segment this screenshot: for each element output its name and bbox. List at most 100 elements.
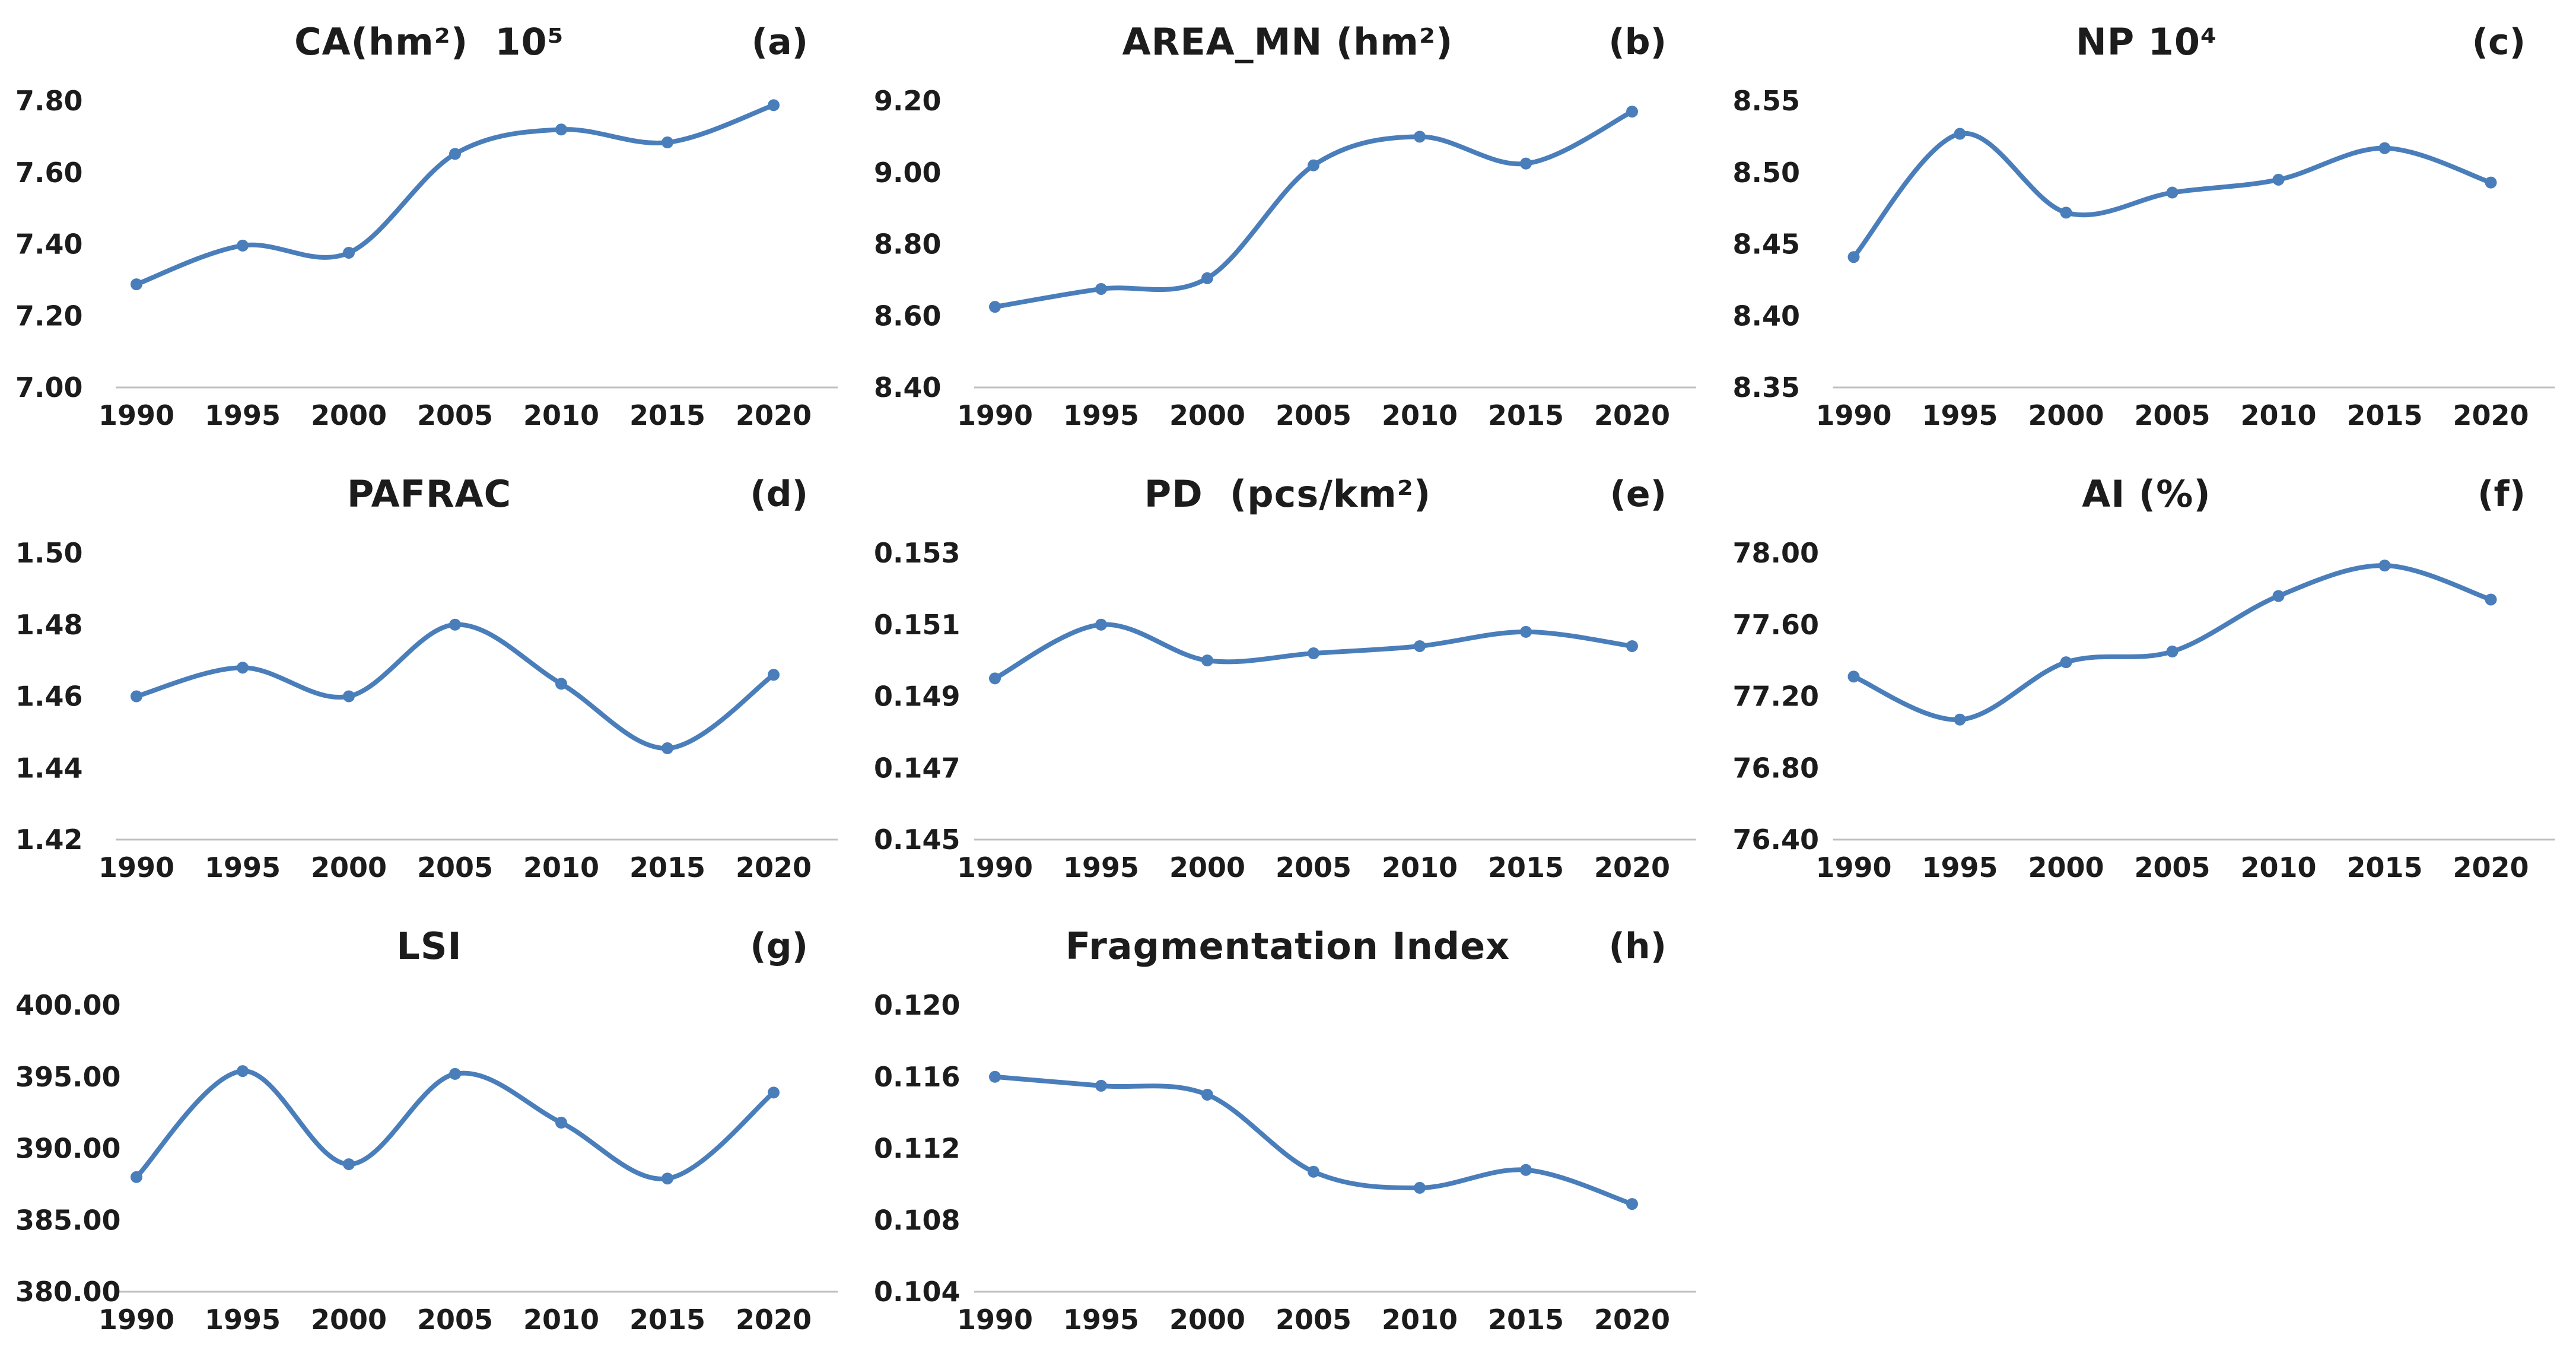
x-tick-label: 2000 [311,399,387,431]
data-point-marker [1847,670,1860,683]
x-tick-label: 2000 [311,1304,387,1336]
data-point-marker [1520,157,1532,170]
x-tick-label: 2000 [2028,851,2104,884]
x-tick-label: 2015 [1488,851,1564,884]
data-point-marker [449,618,461,631]
data-point-marker [2166,186,2179,199]
chart-header: PAFRAC (d) [0,452,858,529]
y-tick-label: 395.00 [15,1061,121,1093]
x-tick-label: 2020 [736,1304,812,1336]
data-point-marker [1095,1079,1107,1092]
data-point-marker [1954,128,1966,140]
x-tick-label: 1995 [1063,851,1139,884]
data-point-marker [343,1158,355,1171]
chart-title: NP 10⁴ [2075,20,2218,63]
data-point-marker [2272,590,2285,602]
y-tick-label: 8.50 [1733,157,1801,189]
y-tick-label: 8.45 [1733,228,1801,260]
data-point-marker [1520,1164,1532,1176]
x-tick-label: 1990 [957,851,1033,884]
y-tick-label: 1.48 [15,609,83,641]
chart-header: CA(hm²) 10⁵ (a) [0,0,858,77]
chart-title: Fragmentation Index [1065,924,1510,968]
data-point-marker [343,246,355,259]
chart-title: AI (%) [2082,472,2211,516]
x-tick-label: 2015 [1488,399,1564,431]
y-tick-label: 9.00 [874,157,942,189]
line-chart-c: 8.35 8.40 8.45 8.50 8.55 1990 1995 2000 2005 2010… [1733,85,2555,431]
data-point-marker [1414,1181,1426,1194]
data-point-marker [237,662,249,674]
y-tick-label: 9.20 [874,85,942,117]
y-tick-label: 0.116 [874,1061,961,1093]
x-tick-label: 2005 [1276,851,1351,884]
x-tick-label: 2010 [1382,399,1458,431]
y-tick-label: 0.147 [874,752,961,784]
x-tick-label: 2010 [523,399,599,431]
data-point-marker [2166,646,2179,658]
y-tick-label: 7.80 [15,85,83,117]
data-point-marker [343,690,355,703]
x-tick-label: 2000 [311,851,387,884]
x-tick-label: 2000 [1169,1304,1245,1336]
y-tick-label: 0.120 [874,989,961,1021]
x-tick-label: 1990 [957,399,1033,431]
y-tick-label: 0.112 [874,1133,961,1165]
x-tick-label: 2020 [1594,851,1670,884]
y-tick-label: 8.55 [1733,85,1801,117]
line-chart-f: 76.40 76.80 77.20 77.60 78.00 1990 1995 2000 200… [1733,537,2555,884]
chart-panel-e: PD (pcs/km²) (e) 0.145 0.147 0.149 0.151 0.1… [858,452,1717,904]
chart-panel-c: NP 10⁴ (c) 8.35 8.40 8.45 8.50 8.55 1990 1995 2… [1717,0,2576,452]
data-point-marker [989,301,1001,313]
x-tick-label: 1990 [98,1304,174,1336]
data-point-marker [449,148,461,160]
x-tick-label: 1990 [957,1304,1033,1336]
panel-index-label: (d) [750,473,808,515]
x-tick-label: 2015 [2346,399,2422,431]
chart-header: NP 10⁴ (c) [1717,0,2576,77]
x-tick-label: 1995 [205,1304,281,1336]
y-tick-label: 8.40 [1733,300,1801,332]
panel-index-label: (e) [1610,473,1667,515]
data-point-marker [1201,654,1213,667]
data-point-marker [2060,656,2072,669]
chart-title: CA(hm²) 10⁵ [294,20,564,63]
series-line [1851,563,2494,722]
chart-panel-h: Fragmentation Index (h) 0.104 0.108 0.112 0… [858,904,1717,1357]
y-tick-label: 8.40 [874,371,942,403]
x-tick-label: 2005 [417,851,493,884]
x-tick-label: 2005 [417,1304,493,1336]
chart-panel-b: AREA_MN (hm²) (b) 8.40 8.60 8.80 9.00 9.20 19… [858,0,1717,452]
data-point-marker [2485,176,2497,189]
x-tick-label: 2010 [523,851,599,884]
chart-header: AREA_MN (hm²) (b) [858,0,1717,77]
data-point-marker [989,672,1001,685]
x-tick-label: 2005 [417,399,493,431]
y-tick-label: 390.00 [15,1133,121,1165]
series-line [134,1069,776,1181]
line-chart-h: 0.104 0.108 0.112 0.116 0.120 1990 1995 2000 200… [874,989,1696,1336]
x-tick-label: 2000 [2028,399,2104,431]
line-chart-g: 380.00 385.00 390.00 395.00 400.00 1990 1995 20… [15,989,838,1336]
data-point-marker [768,669,780,681]
x-tick-label: 2000 [1169,851,1245,884]
data-point-marker [989,1070,1001,1083]
panel-index-label: (b) [1608,21,1667,63]
x-tick-label: 1990 [98,399,174,431]
chart-header: PD (pcs/km²) (e) [858,452,1717,529]
data-point-marker [237,1065,249,1078]
data-point-marker [1414,131,1426,143]
series-line [993,109,1634,310]
data-point-marker [237,239,249,252]
x-tick-label: 2010 [2240,851,2316,884]
chart-panel-g: LSI (g) 380.00 385.00 390.00 395.00 400.00 19… [0,904,858,1357]
line-chart-b: 8.40 8.60 8.80 9.00 9.20 1990 1995 2000 2005 2010… [874,85,1696,431]
data-point-marker [1626,1198,1638,1210]
y-tick-label: 7.00 [15,371,83,403]
data-point-marker [2485,593,2497,606]
x-tick-label: 2005 [2134,399,2210,431]
y-tick-label: 1.46 [15,681,83,713]
y-tick-label: 0.145 [874,824,961,856]
data-point-marker [555,1117,567,1129]
x-tick-label: 2015 [2346,851,2422,884]
